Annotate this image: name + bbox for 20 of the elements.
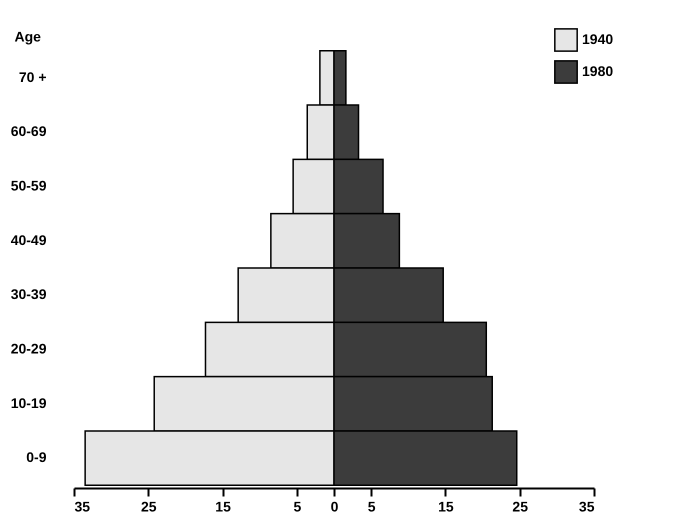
y-tick-label: 50-59	[10, 178, 47, 194]
x-tick-label: 35	[578, 498, 595, 514]
y-tick-label: 10-19	[10, 394, 47, 411]
x-tick-label: 5	[293, 498, 302, 514]
x-tick-label: 25	[140, 498, 157, 514]
legend-label: 1980	[582, 63, 614, 79]
x-tick-label: 35	[74, 498, 90, 514]
x-tick-label: 5	[368, 498, 376, 514]
x-tick-label: 15	[438, 498, 454, 514]
y-tick-label: 30-39	[10, 286, 47, 302]
x-tick-label: 25	[512, 498, 528, 514]
y-tick-label: 0-9	[26, 449, 47, 466]
y-tick-label: 40-49	[10, 232, 47, 248]
y-tick-label: 70 +	[18, 68, 46, 85]
legend-label: 1940	[582, 31, 614, 47]
x-tick-label: 0	[330, 498, 339, 514]
y-axis-title: Age	[14, 28, 42, 44]
y-tick-label: 60-69	[10, 123, 47, 140]
x-tick-label: 15	[215, 498, 232, 514]
y-tick-label: 20-29	[10, 340, 47, 356]
